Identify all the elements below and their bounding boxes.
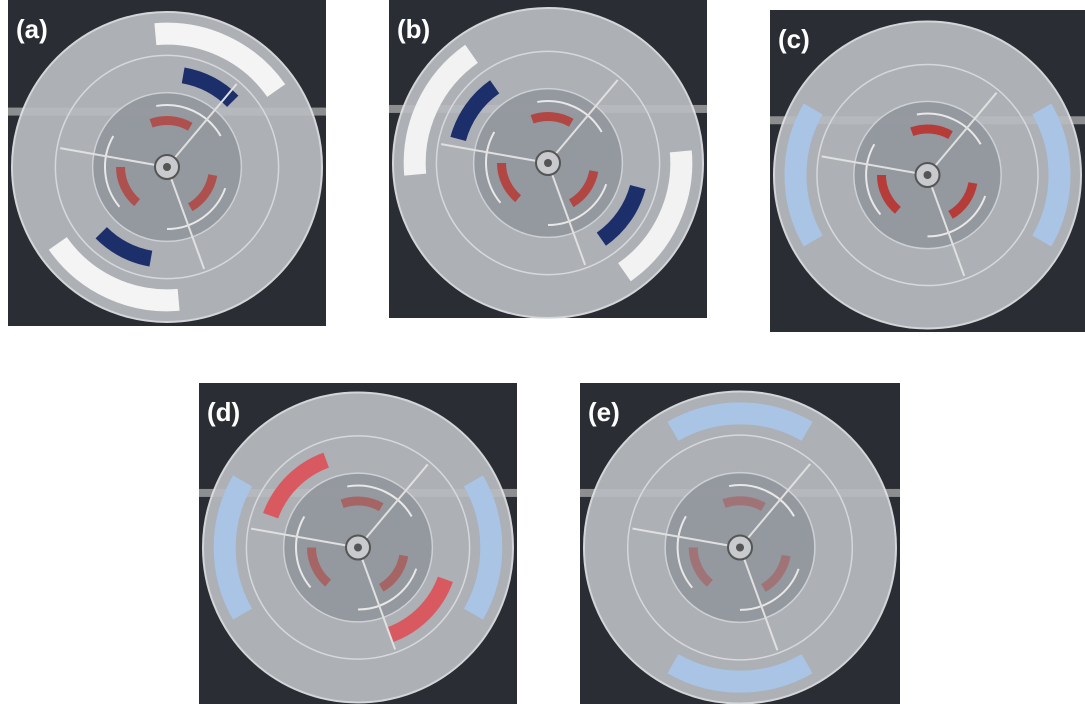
panel-label: (b) [397,14,430,44]
hub-center [736,544,744,552]
panel: (a) [8,0,326,326]
panel: (d) [199,383,517,704]
hub-center [924,171,932,179]
hub-center [163,163,171,171]
figure: (a) (b) (c) (d) (e) [0,0,1085,704]
page: (a) (b) (c) (d) (e) (() => { const data … [0,0,1085,704]
panel-label: (c) [778,24,810,54]
panel: (c) [770,10,1085,332]
panel-label: (d) [207,397,240,427]
panel-label: (a) [16,14,48,44]
panel: (e) [580,383,900,704]
panel-label: (e) [588,397,620,427]
hub-center [354,544,362,552]
hub-center [544,159,552,167]
panel: (b) [389,0,707,318]
